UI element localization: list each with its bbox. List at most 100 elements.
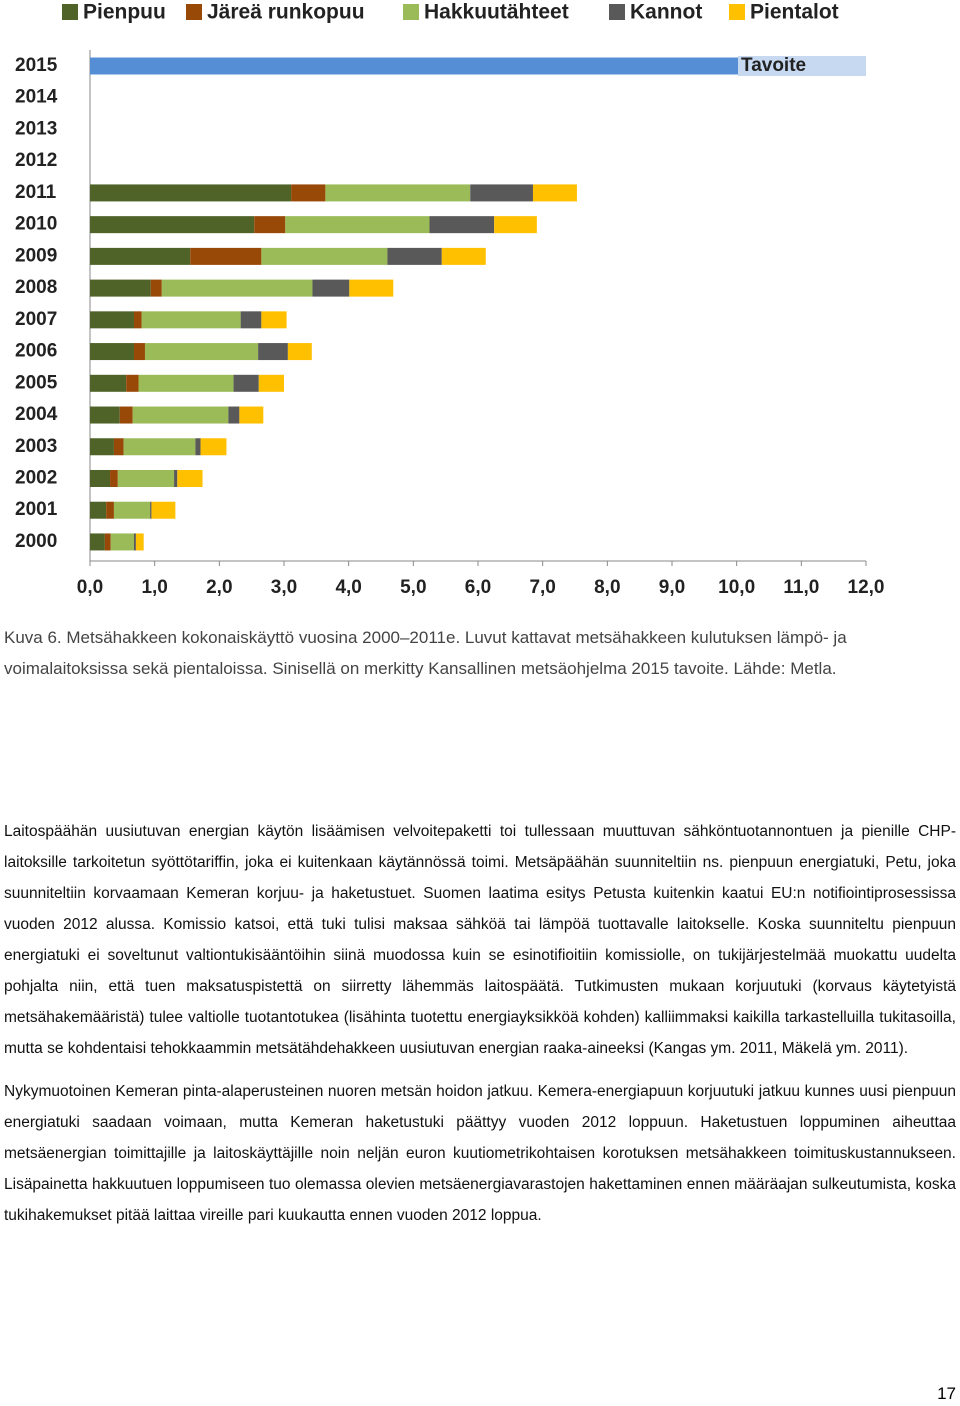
bar-segment [110, 469, 118, 487]
bar-segment [258, 343, 288, 361]
legend-label: Pientalot [750, 1, 839, 24]
x-tick-label: 11,0 [783, 577, 819, 598]
legend-label: Järeä runkopuu [207, 1, 365, 24]
bar-segment [133, 343, 145, 361]
bar-segment [177, 469, 203, 487]
y-tick-label: 2003 [15, 436, 57, 457]
bar-segment [190, 247, 262, 265]
bar-segment [195, 438, 201, 456]
y-tick-label: 2015 [15, 55, 58, 76]
bar-segment [90, 216, 255, 234]
legend-swatch [403, 4, 419, 20]
bar-segment [90, 279, 151, 297]
bar-segment [387, 247, 442, 265]
bar-segment [113, 501, 151, 519]
paragraph: Laitospäähän uusiutuvan energian käytön … [4, 823, 956, 1057]
bar-segment [228, 406, 240, 424]
bar-segment [161, 279, 313, 297]
body-text: Laitospäähän uusiutuvan energian käytön … [4, 816, 956, 1243]
bar-segment [174, 469, 178, 487]
bar-segment [349, 279, 394, 297]
bar-segment [239, 406, 264, 424]
target-label: Tavoite [741, 55, 806, 76]
y-tick-label: 2001 [15, 499, 58, 520]
target-bar [90, 57, 866, 75]
bar-segment [90, 406, 120, 424]
x-tick-label: 1,0 [141, 577, 167, 598]
bar-segment [90, 374, 127, 392]
paragraph: Nykymuotoinen Kemeran pinta-alaperustein… [4, 1083, 956, 1224]
y-tick-label: 2010 [15, 214, 57, 235]
bar-segment [106, 501, 114, 519]
x-tick-label: 4,0 [335, 577, 361, 598]
bar-segment [119, 406, 133, 424]
bar-segment [90, 438, 114, 456]
bar-segment [90, 343, 134, 361]
y-tick-label: 2005 [15, 372, 58, 393]
y-tick-label: 2002 [15, 468, 57, 489]
page-number: 17 [937, 1384, 956, 1403]
x-tick-label: 5,0 [400, 577, 426, 598]
y-tick-label: 2008 [15, 277, 57, 298]
bar-segment [138, 374, 234, 392]
bar-segment [113, 438, 124, 456]
y-tick-label: 2014 [15, 87, 58, 108]
bar-segment [150, 279, 162, 297]
bar-segment [104, 533, 111, 551]
x-tick-label: 8,0 [594, 577, 620, 598]
bar-segment [90, 501, 107, 519]
x-tick-label: 9,0 [659, 577, 685, 598]
legend-swatch [729, 4, 745, 20]
y-tick-label: 2011 [15, 182, 57, 203]
bar-segment [441, 247, 486, 265]
bar-segment [494, 216, 537, 234]
bar-segment [132, 406, 229, 424]
target-label-bg [738, 56, 866, 76]
bar-segment [233, 374, 259, 392]
x-tick-label: 12,0 [848, 577, 885, 598]
legend-label: Hakkuutähteet [424, 1, 569, 24]
bar-segment [429, 216, 495, 234]
x-tick-label: 7,0 [529, 577, 555, 598]
bar-segment [144, 343, 259, 361]
bar-segment [287, 343, 312, 361]
bar-segment [258, 374, 284, 392]
bar-segment [90, 184, 292, 202]
y-tick-label: 2006 [15, 341, 57, 362]
bar-segment [90, 533, 105, 551]
legend-swatch [609, 4, 625, 20]
bar-segment [110, 533, 134, 551]
x-tick-label: 3,0 [271, 577, 297, 598]
legend-label: Kannot [630, 1, 702, 24]
bar-segment [254, 216, 286, 234]
bar-segment [90, 311, 134, 329]
x-tick-label: 6,0 [465, 577, 491, 598]
bar-segment [291, 184, 326, 202]
bar-segment [117, 469, 175, 487]
bar-segment [312, 279, 350, 297]
bar-segment [150, 501, 152, 519]
y-tick-label: 2013 [15, 118, 57, 139]
bar-segment [133, 311, 142, 329]
bar-segment [90, 469, 111, 487]
bar-segment [261, 247, 388, 265]
bar-segment [90, 247, 191, 265]
bar-segment [126, 374, 139, 392]
x-tick-label: 10,0 [718, 577, 755, 598]
caption: Kuva 6. Metsähakkeen kokonaiskäyttö vuos… [4, 628, 847, 678]
y-tick-label: 2007 [15, 309, 57, 330]
legend-swatch [62, 4, 78, 20]
x-tick-label: 0,0 [77, 577, 103, 598]
bar-segment [470, 184, 533, 202]
chart: Pienpuu Järeä runkopuu Hakkuutähteet Kannot… [15, 1, 885, 598]
bar-segment [261, 311, 287, 329]
bar-segment [141, 311, 241, 329]
bar-segment [123, 438, 196, 456]
bar-segment [325, 184, 471, 202]
y-tick-label: 2012 [15, 150, 57, 171]
y-tick-label: 2000 [15, 531, 57, 552]
bar-segment [135, 533, 144, 551]
bar-segment [532, 184, 577, 202]
y-tick-label: 2009 [15, 245, 57, 266]
